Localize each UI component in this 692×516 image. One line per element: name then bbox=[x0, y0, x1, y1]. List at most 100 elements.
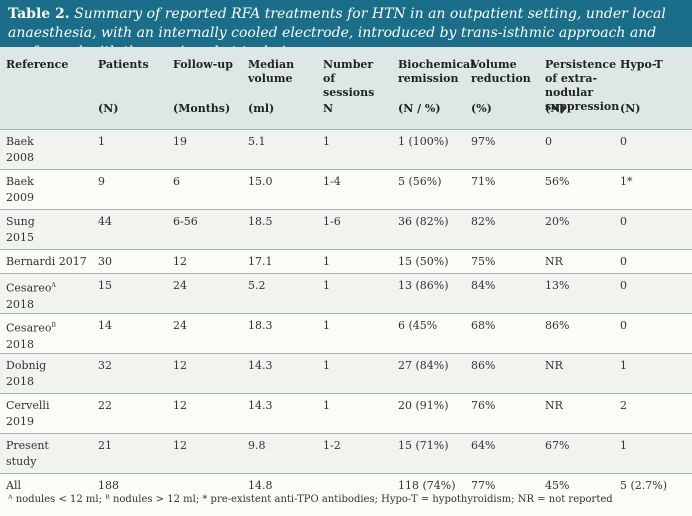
followup-cell: 24 bbox=[173, 319, 187, 332]
reference-year: 2019 bbox=[6, 415, 34, 428]
table-row: Baek 2008 1 19 5.1 1 1 (100%) 97% 0 0 bbox=[0, 129, 692, 170]
reference-cell: Bernardi 2017 bbox=[0, 250, 92, 274]
followup-cell: 12 bbox=[173, 399, 187, 412]
reduction-cell: 68% bbox=[471, 319, 496, 332]
table-row: Dobnig 2018 32 12 14.3 1 27 (84%) 86% NR 1 bbox=[0, 353, 692, 394]
reduction-cell: 82% bbox=[471, 215, 496, 228]
table-row: CesareoB 2018 14 24 18.3 1 6 (45% 68% 86% 0 bbox=[0, 313, 692, 354]
reference-year: study bbox=[6, 455, 37, 468]
reference-cell: Dobnig 2018 bbox=[0, 354, 92, 394]
reduction-cell: 71% bbox=[471, 175, 496, 188]
reduction-cell: 64% bbox=[471, 439, 496, 452]
column-header-label: Volume reduction bbox=[471, 58, 531, 85]
patients-cell: 32 bbox=[98, 359, 112, 372]
sessions-cell: 1 bbox=[323, 319, 330, 332]
patients-cell: 14 bbox=[98, 319, 112, 332]
header-row: Reference Patients (N) Follow-up (Months) Med… bbox=[0, 47, 692, 130]
followup-cell: 6 bbox=[173, 175, 180, 188]
sessions-cell: 1-6 bbox=[323, 215, 341, 228]
table-title-text: Summary of reported RFA treatments for H… bbox=[8, 6, 666, 60]
table-row: Bernardi 2017 30 12 17.1 1 15 (50%) 75% NR 0 bbox=[0, 249, 692, 274]
reference-year: 2018 bbox=[6, 297, 34, 311]
reference-cell: Cervelli 2019 bbox=[0, 394, 92, 434]
remission-cell: 15 (71%) bbox=[398, 439, 449, 452]
column-header: Hypo-T (N) bbox=[614, 47, 692, 130]
remission-cell: 118 (74%) bbox=[398, 479, 456, 492]
reference-cell: Baek 2008 bbox=[0, 130, 92, 170]
volume-cell: 15.0 bbox=[248, 175, 273, 188]
reference-cell: CesareoA 2018 bbox=[0, 274, 92, 314]
patients-cell: 44 bbox=[98, 215, 112, 228]
volume-cell: 9.8 bbox=[248, 439, 266, 452]
patients-cell: 188 bbox=[98, 479, 119, 492]
hypot-cell: 0 bbox=[620, 279, 627, 292]
column-header-label: Hypo-T bbox=[620, 58, 663, 71]
table-title: Table 2. Summary of reported RFA treatme… bbox=[0, 0, 692, 60]
reference-name: Cesareo bbox=[6, 281, 52, 295]
rfa-table: Reference Patients (N) Follow-up (Months) Med… bbox=[0, 47, 692, 497]
sessions-cell: 1-2 bbox=[323, 439, 341, 452]
column-header: Biochemical remission (N / %) bbox=[392, 47, 475, 130]
volume-cell: 18.5 bbox=[248, 215, 273, 228]
sessions-cell: 1 bbox=[323, 399, 330, 412]
column-header-unit: (N) bbox=[620, 102, 641, 115]
remission-cell: 36 (82%) bbox=[398, 215, 449, 228]
reference-cell: All bbox=[0, 474, 92, 498]
column-header: Number of sessions N bbox=[317, 47, 392, 130]
reference-name: Bernardi 2017 bbox=[6, 255, 87, 268]
persistence-cell: NR bbox=[545, 359, 563, 372]
table-row: Cervelli 2019 22 12 14.3 1 20 (91%) 76% NR 2 bbox=[0, 393, 692, 434]
patients-cell: 21 bbox=[98, 439, 112, 452]
followup-cell: 19 bbox=[173, 135, 187, 148]
hypot-cell: 5 (2.7%) bbox=[620, 479, 668, 492]
column-header: Follow-up (Months) bbox=[167, 47, 242, 130]
table-row: CesareoA 2018 15 24 5.2 1 13 (86%) 84% 13% 0 bbox=[0, 273, 692, 314]
reference-name: Baek bbox=[6, 175, 34, 188]
remission-cell: 27 (84%) bbox=[398, 359, 449, 372]
persistence-cell: 13% bbox=[545, 279, 570, 292]
sessions-cell: 1 bbox=[323, 255, 330, 268]
patients-cell: 30 bbox=[98, 255, 112, 268]
persistence-cell: 86% bbox=[545, 319, 570, 332]
remission-cell: 5 (56%) bbox=[398, 175, 442, 188]
reference-year: 2018 bbox=[6, 375, 34, 388]
hypot-cell: 0 bbox=[620, 255, 627, 268]
remission-cell: 15 (50%) bbox=[398, 255, 449, 268]
hypot-cell: 0 bbox=[620, 135, 627, 148]
reference-superscript: B bbox=[51, 322, 56, 329]
patients-cell: 9 bbox=[98, 175, 105, 188]
followup-cell: 12 bbox=[173, 255, 187, 268]
column-header-label: Biochemical remission bbox=[398, 58, 475, 85]
reduction-cell: 97% bbox=[471, 135, 496, 148]
reference-year: 2008 bbox=[6, 151, 34, 164]
table-row: All 188 14.8 118 (74%) 77% 45% 5 (2.7%) bbox=[0, 473, 692, 498]
persistence-cell: NR bbox=[545, 255, 563, 268]
reduction-cell: 77% bbox=[471, 479, 496, 492]
hypot-cell: 2 bbox=[620, 399, 627, 412]
remission-cell: 6 (45% bbox=[398, 319, 438, 332]
footnote: ᴬ nodules < 12 ml; ᴮ nodules > 12 ml; * … bbox=[8, 494, 613, 505]
reference-name: Dobnig bbox=[6, 359, 47, 372]
hypot-cell: 1 bbox=[620, 439, 627, 452]
column-header-label: Median volume bbox=[248, 58, 295, 85]
sessions-cell: 1 bbox=[323, 359, 330, 372]
hypot-cell: 1 bbox=[620, 359, 627, 372]
persistence-cell: 20% bbox=[545, 215, 570, 228]
followup-cell: 12 bbox=[173, 359, 187, 372]
volume-cell: 5.2 bbox=[248, 279, 266, 292]
hypot-cell: 1* bbox=[620, 175, 633, 188]
column-header-unit: (ml) bbox=[248, 102, 275, 115]
reference-year: 2009 bbox=[6, 191, 34, 204]
reference-year: 2018 bbox=[6, 337, 34, 351]
followup-cell: 6-56 bbox=[173, 215, 198, 228]
persistence-cell: NR bbox=[545, 399, 563, 412]
reference-cell: Present study bbox=[0, 434, 92, 474]
remission-cell: 13 (86%) bbox=[398, 279, 449, 292]
column-header: Reference bbox=[0, 47, 92, 130]
hypot-cell: 0 bbox=[620, 215, 627, 228]
column-header-label: Reference bbox=[6, 58, 69, 71]
column-header-unit: (%) bbox=[471, 102, 492, 115]
reference-name: Sung bbox=[6, 215, 35, 228]
reduction-cell: 76% bbox=[471, 399, 496, 412]
reference-year: 2015 bbox=[6, 231, 34, 244]
